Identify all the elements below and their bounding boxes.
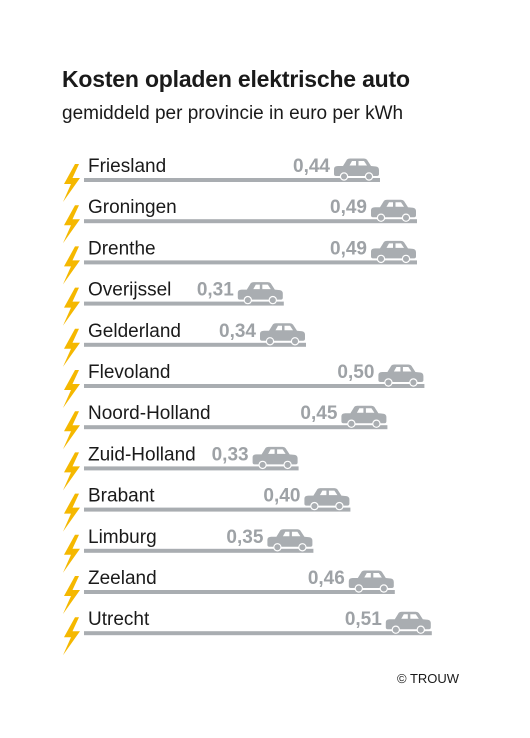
chart-subtitle: gemiddeld per provincie in euro per kWh — [62, 103, 404, 124]
category-label: Flevoland — [88, 362, 170, 383]
chart-row: Gelderland 0,34 — [63, 321, 306, 367]
chart-row: Flevoland 0,50 — [63, 362, 425, 408]
car-icon — [237, 282, 283, 305]
category-label: Groningen — [88, 197, 177, 218]
category-label: Utrecht — [88, 609, 150, 630]
chart-row: Overijssel 0,31 — [63, 280, 284, 326]
car-icon — [252, 446, 298, 470]
lightning-bolt-icon — [63, 617, 80, 656]
car-icon — [371, 240, 416, 264]
value-label: 0,40 — [263, 486, 300, 507]
chart-title: Kosten opladen elektrische auto — [62, 66, 410, 92]
bar — [84, 631, 432, 636]
car-icon — [371, 199, 416, 222]
category-label: Zuid-Holland — [88, 444, 196, 465]
lightning-bolt-icon — [63, 246, 80, 285]
car-icon — [341, 405, 387, 428]
category-label: Gelderland — [88, 321, 181, 342]
value-label: 0,51 — [345, 609, 382, 630]
value-label: 0,31 — [197, 280, 234, 301]
chart-row: Limburg 0,35 — [63, 527, 314, 573]
car-icon — [348, 570, 394, 593]
value-label: 0,50 — [337, 362, 374, 383]
bar — [84, 342, 306, 347]
value-label: 0,34 — [219, 321, 256, 342]
chart-row: Drenthe 0,49 — [63, 238, 417, 285]
bar — [84, 507, 351, 512]
bar — [84, 301, 284, 306]
category-label: Drenthe — [88, 238, 156, 259]
lightning-bolt-icon — [63, 534, 80, 573]
lightning-bolt-icon — [63, 328, 80, 367]
category-label: Limburg — [88, 527, 157, 548]
lightning-bolt-icon — [63, 370, 80, 408]
bar — [84, 425, 388, 430]
bar — [84, 260, 417, 265]
value-label: 0,45 — [300, 403, 337, 424]
credit-label: © TROUW — [397, 671, 460, 686]
lightning-bolt-icon — [63, 576, 80, 614]
chart-row: Noord-Holland 0,45 — [63, 403, 388, 450]
category-label: Overijssel — [88, 280, 171, 301]
lightning-bolt-icon — [63, 493, 80, 532]
chart-row: Zuid-Holland 0,33 — [63, 444, 299, 491]
bar — [84, 548, 314, 553]
category-label: Friesland — [88, 156, 166, 177]
lightning-bolt-icon — [63, 287, 80, 326]
category-label: Noord-Holland — [88, 403, 211, 424]
bar — [84, 590, 395, 594]
category-label: Brabant — [88, 486, 155, 507]
chart-row: Groningen 0,49 — [63, 197, 417, 244]
lightning-bolt-icon — [63, 452, 80, 491]
bar — [84, 466, 299, 471]
chart-row: Utrecht 0,51 — [63, 609, 432, 656]
chart-row: Friesland 0,44 — [63, 156, 380, 202]
car-icon — [267, 529, 313, 552]
chart-row: Zeeland 0,46 — [63, 568, 395, 614]
value-label: 0,44 — [293, 156, 330, 177]
car-icon — [378, 364, 424, 387]
value-label: 0,35 — [226, 527, 263, 548]
chart-row: Brabant 0,40 — [63, 486, 351, 532]
value-label: 0,46 — [308, 568, 345, 589]
car-icon — [260, 323, 305, 346]
value-label: 0,33 — [212, 444, 249, 465]
car-icon — [385, 611, 431, 634]
lightning-bolt-icon — [63, 164, 80, 202]
category-label: Zeeland — [88, 568, 157, 589]
value-label: 0,49 — [330, 197, 367, 218]
car-icon — [334, 158, 379, 181]
lightning-bolt-icon — [63, 205, 80, 244]
car-icon — [304, 488, 350, 511]
lightning-bolt-icon — [63, 411, 80, 450]
bar — [84, 384, 425, 388]
value-label: 0,49 — [330, 238, 367, 259]
bar — [84, 178, 380, 182]
bar — [84, 219, 417, 224]
